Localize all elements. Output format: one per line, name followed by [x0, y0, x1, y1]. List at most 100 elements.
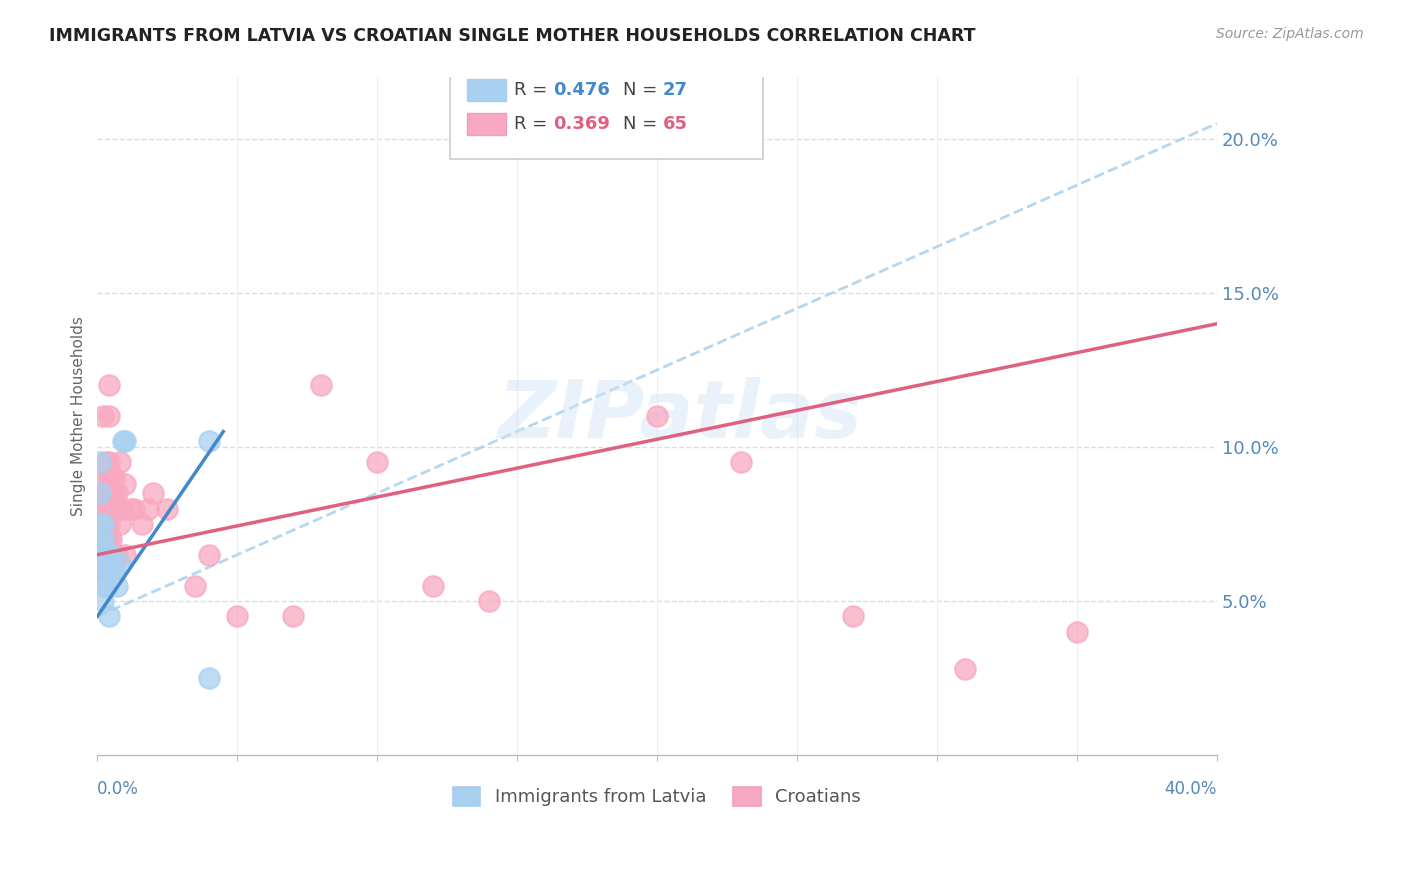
Point [198, 548, 221, 562]
Point [1066, 624, 1088, 639]
Point [108, 455, 131, 469]
Point [422, 578, 444, 592]
Point [97, 548, 120, 562]
Text: R =: R = [513, 81, 553, 99]
Text: N =: N = [623, 81, 664, 99]
Point [91, 471, 114, 485]
Point [114, 434, 136, 448]
Point [94, 455, 117, 469]
Point [97, 548, 120, 562]
Point [156, 501, 179, 516]
Text: 40.0%: 40.0% [1164, 780, 1216, 797]
Point [103, 548, 125, 562]
Point [89, 508, 111, 522]
Point [100, 548, 122, 562]
Point [97, 609, 120, 624]
Point [91, 548, 114, 562]
Point [105, 501, 128, 516]
Point [842, 609, 865, 624]
Point [111, 501, 134, 516]
Point [283, 609, 305, 624]
Point [89, 516, 111, 531]
Point [94, 516, 117, 531]
Point [91, 409, 114, 424]
Point [108, 557, 131, 571]
Point [91, 563, 114, 577]
Point [111, 434, 134, 448]
Point [89, 563, 111, 577]
Point [91, 539, 114, 553]
Text: 65: 65 [662, 115, 688, 133]
Point [478, 594, 501, 608]
Point [94, 548, 117, 562]
Text: R =: R = [513, 115, 553, 133]
Point [105, 548, 128, 562]
Point [89, 486, 111, 500]
Point [89, 548, 111, 562]
Point [89, 486, 111, 500]
Point [89, 495, 111, 509]
Point [198, 434, 221, 448]
Point [97, 455, 120, 469]
Point [142, 486, 165, 500]
Point [97, 471, 120, 485]
Point [100, 486, 122, 500]
Point [89, 533, 111, 547]
Point [94, 563, 117, 577]
Point [89, 455, 111, 469]
Point [136, 501, 159, 516]
Point [730, 455, 752, 469]
Point [94, 548, 117, 562]
FancyBboxPatch shape [450, 67, 763, 159]
Point [100, 548, 122, 562]
Text: 0.476: 0.476 [553, 81, 610, 99]
Y-axis label: Single Mother Households: Single Mother Households [72, 317, 86, 516]
Point [226, 609, 249, 624]
Text: 27: 27 [662, 81, 688, 99]
Text: ZIPatlas: ZIPatlas [496, 377, 862, 455]
Point [100, 533, 122, 547]
Point [91, 516, 114, 531]
Point [105, 486, 128, 500]
Point [91, 526, 114, 541]
Point [100, 471, 122, 485]
Point [94, 533, 117, 547]
Point [91, 578, 114, 592]
Point [94, 486, 117, 500]
Point [91, 533, 114, 547]
Point [309, 378, 332, 392]
Text: N =: N = [623, 115, 664, 133]
Point [91, 486, 114, 500]
Point [97, 378, 120, 392]
Point [103, 563, 125, 577]
Point [91, 539, 114, 553]
Point [94, 578, 117, 592]
Point [89, 516, 111, 531]
Point [105, 578, 128, 592]
Point [122, 501, 145, 516]
Legend: Immigrants from Latvia, Croatians: Immigrants from Latvia, Croatians [446, 780, 868, 814]
Text: 0.369: 0.369 [553, 115, 610, 133]
Text: IMMIGRANTS FROM LATVIA VS CROATIAN SINGLE MOTHER HOUSEHOLDS CORRELATION CHART: IMMIGRANTS FROM LATVIA VS CROATIAN SINGL… [49, 27, 976, 45]
Point [103, 471, 125, 485]
Point [366, 455, 388, 469]
Point [100, 501, 122, 516]
Point [103, 486, 125, 500]
Point [645, 409, 668, 424]
Point [120, 501, 142, 516]
Point [94, 554, 117, 568]
Point [198, 671, 221, 685]
Point [114, 548, 136, 562]
Point [97, 486, 120, 500]
Point [100, 563, 122, 577]
Text: 0.0%: 0.0% [97, 780, 139, 797]
Point [97, 533, 120, 547]
Point [131, 516, 153, 531]
Point [91, 548, 114, 562]
Point [97, 409, 120, 424]
Point [91, 594, 114, 608]
Bar [467, 79, 506, 101]
Point [953, 662, 976, 676]
Point [108, 516, 131, 531]
Point [91, 501, 114, 516]
